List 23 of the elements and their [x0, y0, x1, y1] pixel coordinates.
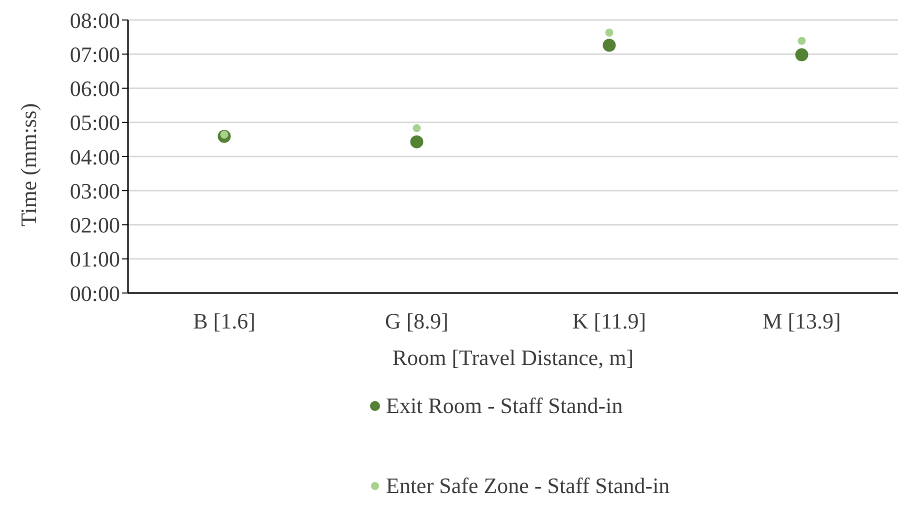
point [602, 38, 616, 52]
point [605, 28, 614, 37]
x-axis-title: Room [Travel Distance, m] [392, 345, 634, 370]
point [798, 36, 806, 45]
legend-label: Enter Safe Zone - Staff Stand-in [386, 472, 670, 498]
legend-label: Exit Room - Staff Stand-in [386, 392, 623, 418]
y-tick-label: 06:00 [70, 76, 120, 102]
y-axis-title: Time (mm:ss) [16, 103, 41, 226]
x-tick-label: M [13.9] [762, 308, 841, 334]
point [412, 124, 421, 132]
x-tick-label: K [11.9] [572, 308, 646, 334]
y-tick-label: 07:00 [70, 42, 120, 67]
y-tick-label: 05:00 [70, 110, 120, 136]
y-tick-label: 08:00 [70, 8, 120, 33]
y-tick-label: 04:00 [70, 144, 120, 170]
y-tick-label: 00:00 [70, 280, 120, 306]
x-tick-label: B [1.6] [193, 308, 256, 334]
point [410, 135, 424, 148]
y-tick-label: 03:00 [70, 178, 120, 204]
x-tick-label: G [8.9] [384, 308, 449, 334]
y-tick-label: 02:00 [70, 212, 120, 238]
point [795, 48, 808, 62]
y-tick-label: 01:00 [70, 246, 120, 272]
